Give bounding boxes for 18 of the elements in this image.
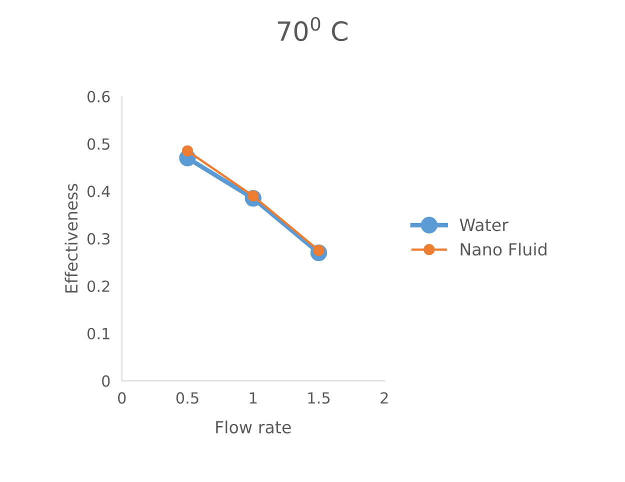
y-axis-title: Effectiveness bbox=[64, 184, 78, 293]
x-tick-label: 1.5 bbox=[308, 392, 330, 404]
y-tick-label: 0.1 bbox=[87, 328, 110, 340]
y-tick-label: 0.4 bbox=[87, 186, 110, 198]
x-tick-label: 2 bbox=[380, 392, 388, 404]
y-tick-label: 0.2 bbox=[87, 280, 110, 292]
y-tick-label: 0.3 bbox=[87, 233, 110, 245]
chart-title: 70$^{0}$ C bbox=[278, 16, 348, 42]
point bbox=[182, 145, 194, 156]
x-tick-label: 1 bbox=[250, 392, 257, 404]
y-tick-label: 0.6 bbox=[87, 90, 110, 102]
legend-label: Nano Fluid bbox=[460, 242, 546, 256]
x-tick-label: 0 bbox=[118, 392, 126, 404]
legend-label: Water bbox=[460, 218, 508, 232]
x-axis-title: Flow rate bbox=[216, 420, 291, 434]
y-tick-label: 0 bbox=[102, 375, 110, 387]
y-tick-label: 0.5 bbox=[87, 138, 110, 150]
x-tick-label: 0.5 bbox=[176, 392, 198, 404]
